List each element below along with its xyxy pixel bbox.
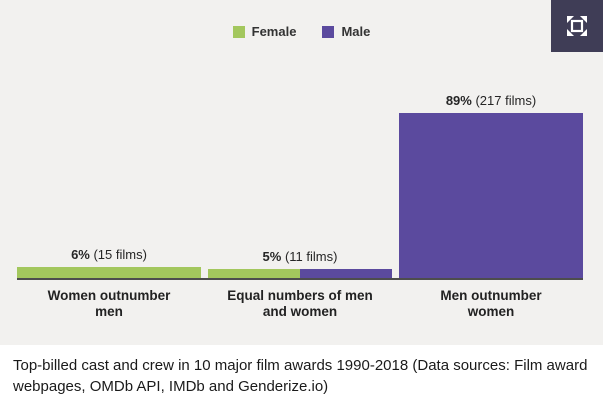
bar-column: 6% (15 films) <box>17 247 201 278</box>
fullscreen-expand-icon <box>564 13 590 39</box>
caption-area: Top-billed cast and crew in 10 major fil… <box>0 345 603 413</box>
x-axis-baseline <box>17 278 583 280</box>
bar-chart-plot: 6% (15 films) 5% (11 films) 89% (217 films… <box>17 0 583 345</box>
bar-value-label: 6% (15 films) <box>71 247 147 262</box>
bar[interactable] <box>208 269 392 278</box>
bar-segment-female[interactable] <box>17 267 201 278</box>
category-label: Women outnumber men <box>47 288 171 319</box>
category-label: Equal numbers of men and women <box>227 288 373 319</box>
bar-segment-male[interactable] <box>300 269 392 278</box>
bars-row: 6% (15 films) 5% (11 films) 89% (217 films… <box>17 93 583 278</box>
chart-area: Female Male 6% (15 films) 5% (11 films) 89%… <box>0 0 603 345</box>
chart-caption: Top-billed cast and crew in 10 major fil… <box>13 357 588 395</box>
category-label: Men outnumber women <box>440 288 542 319</box>
legend-item-male[interactable]: Male <box>322 24 370 39</box>
bar[interactable] <box>399 113 583 278</box>
legend-swatch-icon <box>322 25 335 38</box>
category-labels-row: Women outnumber men Equal numbers of men … <box>17 288 583 320</box>
bar-value-label: 5% (11 films) <box>262 249 338 264</box>
bar[interactable] <box>17 267 201 278</box>
legend-item-female[interactable]: Female <box>232 24 297 39</box>
chart-legend: Female Male <box>0 24 603 39</box>
bar-column: 5% (11 films) <box>208 249 392 278</box>
legend-swatch-icon <box>232 25 245 38</box>
legend-label: Female <box>251 24 297 39</box>
bar-segment-female[interactable] <box>208 269 300 278</box>
bar-value-label: 89% (217 films) <box>445 93 537 108</box>
bar-column: 89% (217 films) <box>399 93 583 278</box>
bar-segment-male[interactable] <box>399 113 583 278</box>
fullscreen-expand-button[interactable] <box>551 0 603 52</box>
legend-label: Male <box>341 24 371 39</box>
